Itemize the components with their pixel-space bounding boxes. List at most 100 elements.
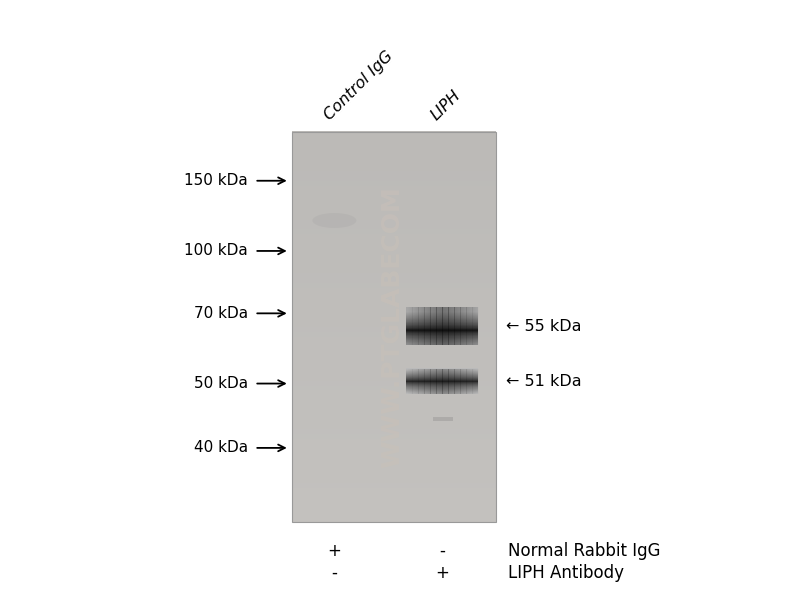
Bar (476, 307, 478, 344)
Bar (292, 307, 496, 313)
Bar (437, 369, 438, 394)
Bar (292, 278, 496, 283)
Bar (406, 337, 478, 338)
Bar (414, 369, 416, 394)
Bar (424, 369, 426, 394)
Bar (458, 369, 459, 394)
Bar (429, 369, 430, 394)
Bar (406, 311, 478, 313)
Bar (451, 369, 452, 394)
Bar (413, 307, 414, 344)
Bar (406, 331, 478, 332)
Bar (292, 400, 496, 405)
Bar (433, 307, 434, 344)
Bar (421, 307, 422, 344)
Bar (410, 369, 411, 394)
Bar (445, 369, 446, 394)
Bar (438, 369, 439, 394)
Bar (406, 324, 478, 325)
Bar (426, 307, 427, 344)
Bar (430, 307, 432, 344)
Bar (466, 307, 468, 344)
Bar (432, 307, 433, 344)
Bar (406, 321, 478, 322)
Bar (292, 497, 496, 503)
Bar (406, 307, 478, 308)
Bar (292, 385, 496, 391)
Bar (292, 370, 496, 376)
Bar (292, 322, 496, 327)
Bar (292, 517, 496, 522)
Bar (406, 322, 478, 323)
Bar (292, 346, 496, 352)
Bar (292, 473, 496, 478)
Bar (406, 335, 478, 336)
Bar (292, 132, 496, 522)
Bar (292, 287, 496, 293)
Bar (292, 419, 496, 425)
Bar (467, 369, 469, 394)
Text: 100 kDa: 100 kDa (184, 244, 248, 259)
Bar (406, 317, 478, 318)
Bar (406, 325, 478, 326)
Bar (462, 369, 464, 394)
Bar (456, 369, 457, 394)
Bar (406, 328, 478, 329)
Bar (292, 468, 496, 473)
Bar (414, 307, 416, 344)
Text: ← 55 kDa: ← 55 kDa (506, 319, 581, 334)
Bar (442, 369, 444, 394)
Bar (292, 351, 496, 356)
Bar (406, 315, 478, 316)
Bar (292, 234, 496, 239)
Bar (406, 330, 478, 331)
Bar (429, 307, 430, 344)
Bar (406, 316, 478, 317)
Bar (292, 463, 496, 469)
Text: LIPH Antibody: LIPH Antibody (508, 564, 624, 582)
Bar (407, 307, 409, 344)
Bar (406, 308, 478, 309)
Bar (406, 325, 478, 326)
Bar (292, 302, 496, 307)
Bar (406, 343, 478, 344)
Bar (292, 375, 496, 380)
Bar (406, 339, 478, 340)
Bar (406, 311, 478, 312)
Bar (292, 146, 496, 152)
Bar (428, 369, 430, 394)
Bar (292, 439, 496, 444)
Bar (292, 224, 496, 229)
Bar (447, 369, 449, 394)
Bar (406, 320, 478, 321)
Bar (292, 283, 496, 288)
Bar (438, 307, 439, 344)
Bar (414, 369, 415, 394)
Bar (472, 369, 474, 394)
Bar (292, 297, 496, 302)
Bar (292, 268, 496, 274)
Bar (406, 323, 478, 324)
Bar (292, 161, 496, 166)
Bar (462, 307, 464, 344)
Bar (454, 369, 456, 394)
Bar (406, 314, 478, 315)
Bar (406, 329, 478, 330)
Bar (292, 409, 496, 415)
Bar (292, 458, 496, 463)
Bar (406, 321, 478, 322)
Bar (406, 334, 478, 335)
Bar (292, 175, 496, 181)
Bar (292, 395, 496, 400)
Bar (406, 317, 478, 318)
Bar (292, 253, 496, 259)
Bar (470, 369, 471, 394)
Bar (292, 190, 496, 196)
Bar (292, 244, 496, 249)
Bar (438, 307, 440, 344)
Bar (421, 369, 422, 394)
Bar (475, 369, 476, 394)
Bar (418, 369, 420, 394)
Bar (471, 369, 473, 394)
Bar (406, 313, 478, 314)
